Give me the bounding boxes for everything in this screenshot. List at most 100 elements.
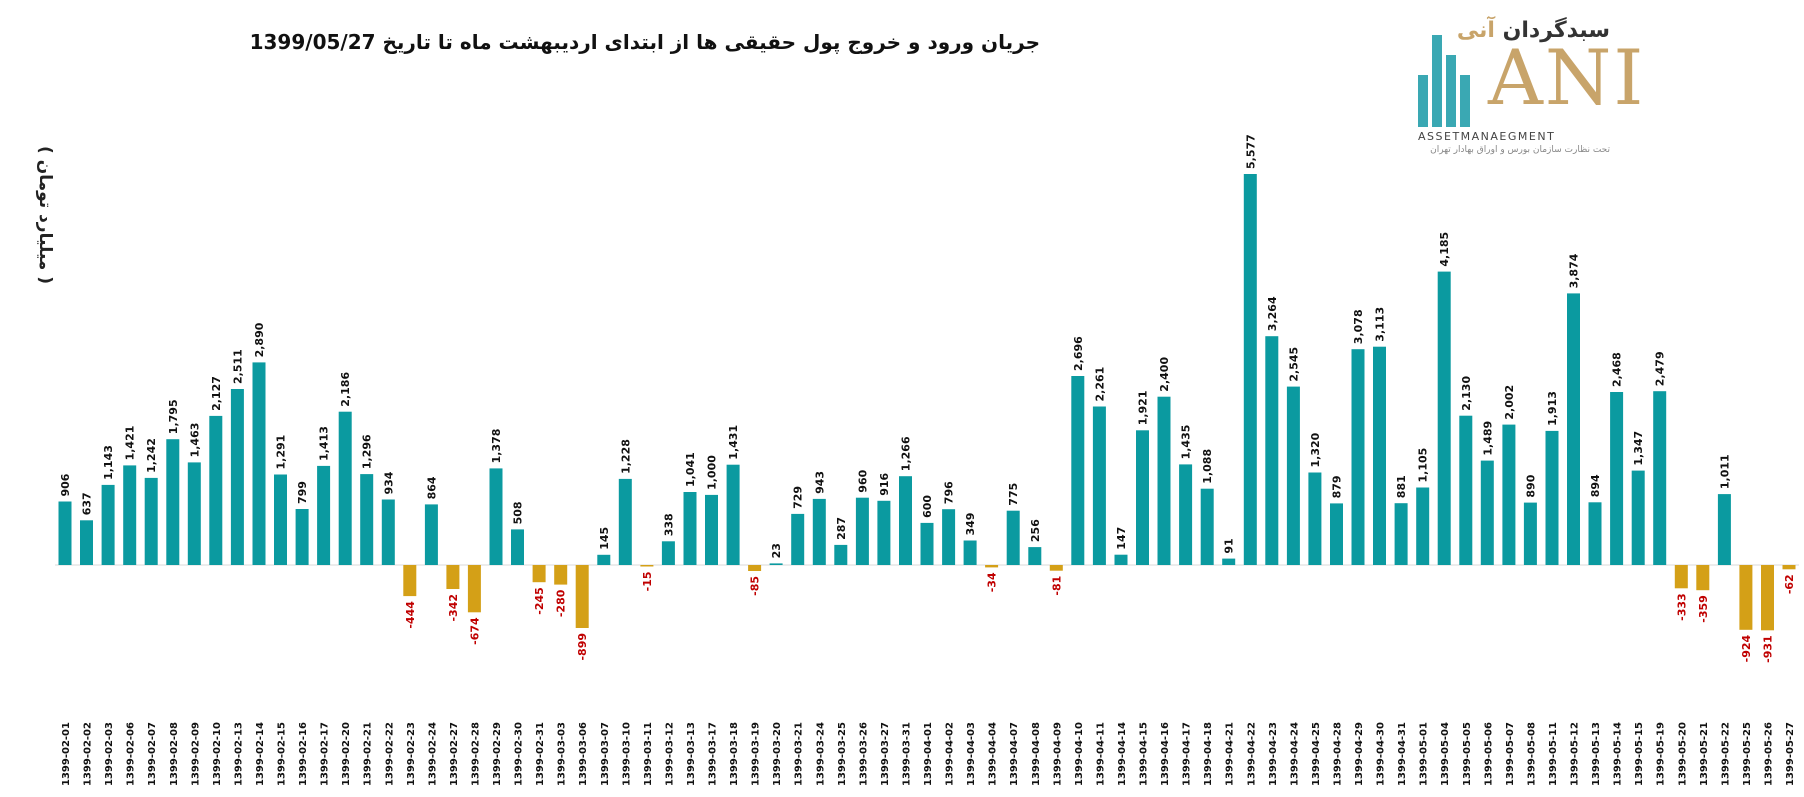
bar bbox=[252, 362, 266, 565]
x-tick-label: 1399-03-07 bbox=[600, 722, 611, 786]
bar bbox=[1696, 565, 1710, 591]
data-label: 256 bbox=[1029, 519, 1042, 542]
bar bbox=[274, 474, 287, 565]
bar bbox=[1308, 472, 1322, 565]
bar bbox=[1200, 488, 1214, 565]
x-tick-label: 1399-05-21 bbox=[1699, 722, 1710, 786]
bar bbox=[963, 540, 977, 565]
data-label: 943 bbox=[813, 471, 826, 494]
bar bbox=[640, 565, 654, 567]
x-tick-label: 1399-04-08 bbox=[1031, 722, 1042, 786]
bar bbox=[1588, 502, 1602, 565]
bar bbox=[726, 464, 740, 565]
bar bbox=[1416, 487, 1430, 565]
x-tick-label: 1399-04-29 bbox=[1354, 722, 1365, 786]
data-label: 890 bbox=[1524, 474, 1537, 497]
bar bbox=[80, 520, 93, 565]
x-tick-label: 1399-03-21 bbox=[794, 722, 805, 786]
data-label: 2,130 bbox=[1460, 376, 1473, 411]
bar bbox=[575, 565, 589, 628]
bar bbox=[1179, 464, 1193, 565]
data-label: 1,431 bbox=[727, 425, 740, 460]
bar bbox=[424, 504, 438, 565]
bar bbox=[985, 565, 999, 568]
data-label: 2,002 bbox=[1503, 385, 1516, 420]
company-logo: سبدگردان آنی ANI ASSETMANAEGMENT تحت نظا… bbox=[1410, 18, 1643, 163]
x-tick-label: 1399-02-17 bbox=[320, 722, 331, 786]
bar bbox=[855, 497, 869, 565]
x-tick-label: 1399-03-25 bbox=[837, 722, 848, 786]
bar bbox=[1373, 346, 1386, 565]
bar bbox=[144, 477, 158, 565]
data-label: 1,921 bbox=[1137, 391, 1150, 426]
data-label: 147 bbox=[1115, 527, 1128, 550]
x-tick-label: 1399-04-16 bbox=[1160, 722, 1171, 786]
x-tick-label: 1399-02-01 bbox=[61, 722, 72, 786]
x-tick-label: 1399-02-13 bbox=[233, 722, 244, 786]
data-label: -359 bbox=[1697, 595, 1710, 623]
x-tick-label: 1399-05-26 bbox=[1764, 722, 1775, 786]
chart-title: جریان ورود و خروج پول حقیقی ها از ابتدای… bbox=[249, 30, 1040, 54]
bar bbox=[769, 563, 783, 565]
x-tick-label: 1399-02-14 bbox=[255, 722, 266, 786]
x-tick-label: 1399-04-14 bbox=[1117, 722, 1128, 786]
logo-tower-3 bbox=[1446, 55, 1456, 127]
data-label: 2,186 bbox=[339, 372, 352, 407]
x-tick-label: 1399-03-27 bbox=[880, 722, 891, 786]
data-label: 637 bbox=[81, 492, 94, 515]
bar bbox=[1092, 406, 1106, 565]
data-label: 3,113 bbox=[1374, 307, 1387, 342]
data-label: -333 bbox=[1675, 593, 1688, 621]
data-label: 145 bbox=[598, 527, 611, 550]
data-label: 1,266 bbox=[900, 436, 913, 471]
x-tick-label: 1399-04-17 bbox=[1182, 722, 1193, 786]
data-label: 906 bbox=[59, 473, 72, 496]
bar bbox=[1243, 174, 1257, 565]
bar bbox=[1653, 391, 1667, 565]
bar bbox=[1717, 494, 1731, 565]
data-label: -280 bbox=[555, 589, 568, 617]
bar bbox=[1437, 271, 1451, 565]
data-label: -899 bbox=[576, 633, 589, 661]
x-tick-label: 1399-02-31 bbox=[535, 722, 546, 786]
data-label: -15 bbox=[641, 572, 654, 592]
bar bbox=[1157, 396, 1171, 565]
data-label: 881 bbox=[1395, 475, 1408, 498]
bar bbox=[942, 509, 956, 565]
data-label: 3,874 bbox=[1568, 253, 1581, 288]
x-tick-label: 1399-04-22 bbox=[1246, 722, 1257, 786]
x-tick-label: 1399-05-04 bbox=[1440, 722, 1451, 786]
data-label: 1,242 bbox=[145, 438, 158, 473]
data-label: 879 bbox=[1331, 475, 1344, 498]
x-tick-label: 1399-03-12 bbox=[664, 722, 675, 786]
data-label: 1,228 bbox=[619, 439, 632, 474]
x-tick-label: 1399-04-15 bbox=[1139, 722, 1150, 786]
x-tick-label: 1399-04-04 bbox=[988, 722, 999, 786]
x-tick-label: 1399-02-24 bbox=[427, 722, 438, 786]
x-tick-label: 1399-04-03 bbox=[966, 722, 977, 786]
x-tick-label: 1399-05-07 bbox=[1505, 722, 1516, 786]
bar bbox=[1330, 503, 1343, 565]
data-label: 91 bbox=[1223, 538, 1236, 553]
x-tick-label: 1399-05-06 bbox=[1483, 722, 1494, 786]
x-tick-label: 1399-04-18 bbox=[1203, 722, 1214, 786]
data-label: 1,347 bbox=[1632, 431, 1645, 466]
x-tick-label: 1399-02-23 bbox=[406, 722, 417, 786]
data-label: 23 bbox=[770, 543, 783, 558]
bar bbox=[1028, 547, 1042, 565]
x-tick-label: 1399-05-12 bbox=[1570, 722, 1581, 786]
bar bbox=[1114, 554, 1128, 565]
x-tick-label: 1399-05-05 bbox=[1462, 722, 1473, 786]
data-label: 1,143 bbox=[102, 445, 115, 480]
data-label: 1,435 bbox=[1180, 425, 1193, 460]
bar bbox=[1502, 424, 1516, 565]
x-tick-label: 1399-04-23 bbox=[1268, 722, 1279, 786]
data-label: 894 bbox=[1589, 474, 1602, 497]
bar bbox=[834, 544, 848, 565]
bar bbox=[381, 499, 395, 565]
data-label: 1,291 bbox=[275, 435, 288, 470]
x-tick-label: 1399-03-11 bbox=[643, 722, 654, 786]
bar bbox=[1610, 392, 1624, 565]
x-tick-label: 1399-04-07 bbox=[1009, 722, 1020, 786]
